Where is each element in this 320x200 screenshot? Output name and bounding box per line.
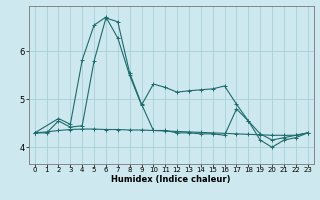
X-axis label: Humidex (Indice chaleur): Humidex (Indice chaleur): [111, 175, 231, 184]
